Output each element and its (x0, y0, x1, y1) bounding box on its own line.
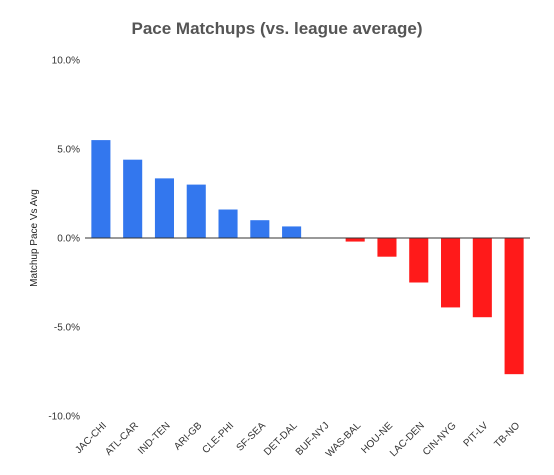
bar (91, 140, 111, 238)
x-tick-label: PIT-LV (462, 420, 491, 449)
x-tick-label: IND-TEN (136, 420, 172, 456)
bar-series (91, 140, 524, 375)
bar (472, 238, 492, 318)
bar (154, 178, 174, 238)
bar (504, 238, 524, 375)
x-tick-label: CIN-NYG (421, 420, 459, 458)
bar (282, 226, 302, 238)
y-tick-label: 5.0% (57, 145, 80, 156)
y-tick-label: -10.0% (48, 412, 80, 423)
bar (345, 238, 365, 242)
chart-title: Pace Matchups (vs. league average) (131, 19, 422, 38)
y-axis-label: Matchup Pace Vs Avg (29, 189, 40, 287)
bar (123, 159, 143, 238)
x-tick-label: DET-DAL (262, 420, 300, 458)
bar (218, 209, 238, 238)
bar (250, 220, 270, 238)
x-tick-label: TB-NO (492, 420, 522, 450)
bar (186, 184, 206, 238)
x-tick-label: ATL-CAR (103, 420, 141, 458)
bar (441, 238, 461, 308)
bar (409, 238, 429, 283)
y-tick-label: -5.0% (54, 323, 80, 334)
bar (377, 238, 397, 257)
x-tick-label: WAS-BAL (324, 420, 364, 460)
x-tick-label: LAC-DEN (388, 420, 427, 459)
y-tick-label: 0.0% (57, 234, 80, 245)
y-tick-label: 10.0% (52, 56, 80, 67)
y-axis-ticks: 10.0% 5.0% 0.0% -5.0% -10.0% (48, 56, 80, 423)
x-tick-label: CLE-PHI (200, 420, 236, 456)
